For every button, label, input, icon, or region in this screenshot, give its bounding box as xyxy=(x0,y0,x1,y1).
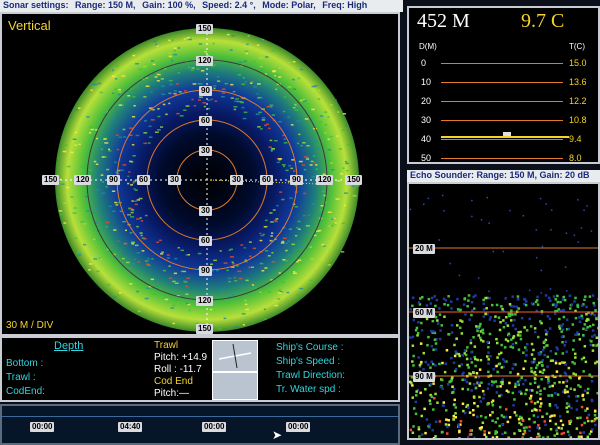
cursor-arrow-icon: ➤ xyxy=(272,428,283,442)
current-temperature: 9.7 C xyxy=(521,10,565,32)
tick-left-120: 120 xyxy=(74,175,92,185)
sonar-mode-title: Vertical xyxy=(8,18,51,33)
timeline-bar[interactable]: 00:00 04:40 00:00 00:00 ➤ xyxy=(0,404,400,445)
tick-right-90: 90 xyxy=(290,175,303,185)
tick-right-120: 120 xyxy=(316,175,334,185)
tick-top-30: 30 xyxy=(199,146,212,156)
codend-attitude-indicator xyxy=(212,372,258,400)
depth-row-value: 30 xyxy=(421,115,432,125)
ships-speed-label: Ship's Speed : xyxy=(276,356,341,367)
depth-row-value: 40 xyxy=(421,134,432,144)
tick-left-150: 150 xyxy=(42,175,60,185)
codend-title: Cod End xyxy=(154,376,193,387)
tick-right-60: 60 xyxy=(260,175,273,185)
depth-row-line xyxy=(441,82,563,83)
pitch-readout: Pitch: +14.9 xyxy=(154,352,207,363)
temperature-profile-line xyxy=(441,136,569,138)
depth-row-value: 50 xyxy=(421,153,432,163)
tick-left-30: 30 xyxy=(168,175,181,185)
depth-title: Depth xyxy=(54,340,84,352)
trawl-line xyxy=(206,179,321,185)
tick-right-150: 150 xyxy=(345,175,363,185)
pitch-value: +14.9 xyxy=(181,352,208,363)
echo-mark-20m: 20 M xyxy=(413,244,435,254)
codend-pitch: Pitch:— xyxy=(154,388,190,399)
tick-bottom-30: 30 xyxy=(199,206,212,216)
sonar-display xyxy=(55,28,360,332)
range-setting[interactable]: Range: 150 M, xyxy=(75,0,136,10)
depth-row-value: 20 xyxy=(421,96,432,106)
timeline-mark-3[interactable]: 00:00 xyxy=(202,422,227,432)
mode-setting[interactable]: Mode: Polar, xyxy=(262,0,316,10)
temperature-row-value: 15.0 xyxy=(569,58,587,68)
sonar-vertical-panel[interactable]: Vertical 30 M / DIV 150 120 90 60 30 30 … xyxy=(0,12,400,336)
trawl-title: Trawl xyxy=(154,340,179,351)
tick-top-90: 90 xyxy=(199,86,212,96)
trawl-depth-label: Trawl : xyxy=(6,372,36,383)
tick-top-120: 120 xyxy=(196,56,214,66)
current-depth: 452 M xyxy=(417,10,470,32)
codend-label: CodEnd: xyxy=(6,386,45,397)
sonar-settings-bar: Sonar settings: Range: 150 M, Gain: 100 … xyxy=(0,0,403,12)
temperature-unit-label: T(C) xyxy=(569,42,585,51)
trawl-direction-label: Trawl Direction: xyxy=(276,370,346,381)
timeline-mark-4[interactable]: 00:00 xyxy=(286,422,311,432)
roll-label: Roll : xyxy=(154,364,177,375)
tick-top-60: 60 xyxy=(199,116,212,126)
echo-mark-90m: 90 M xyxy=(413,372,435,382)
roll-readout: Roll : -11.7 xyxy=(154,364,202,375)
freq-setting[interactable]: Freq: High xyxy=(322,0,368,10)
bottom-label: Bottom : xyxy=(6,358,44,369)
info-panel: Depth Bottom : Trawl : CodEnd: Trawl Pit… xyxy=(0,336,400,402)
ships-course-label: Ship's Course : xyxy=(276,342,344,353)
sonar-scale-label: 30 M / DIV xyxy=(6,320,54,331)
tick-bottom-60: 60 xyxy=(199,236,212,246)
echo-mark-60m: 60 M xyxy=(413,308,435,318)
tick-left-60: 60 xyxy=(137,175,150,185)
depth-unit-label: D(M) xyxy=(419,42,437,51)
trawl-attitude-indicator xyxy=(212,340,258,372)
temperature-row-value: 13.6 xyxy=(569,77,587,87)
depth-temperature-panel: 452 M 9.7 C D(M) T(C) 0 15.0 10 13.6 20 12.2 3… xyxy=(407,6,600,164)
tick-left-90: 90 xyxy=(107,175,120,185)
speed-setting[interactable]: Speed: 2.4 °, xyxy=(202,0,256,10)
depth-row-line xyxy=(441,63,563,64)
temperature-row-value: 9.4 xyxy=(569,134,582,144)
echo-dots xyxy=(409,194,598,438)
temperature-row-value: 12.2 xyxy=(569,96,587,106)
depth-row-value: 0 xyxy=(421,58,427,68)
water-speed-label: Tr. Water spd : xyxy=(276,384,341,395)
temperature-row-value: 8.0 xyxy=(569,153,582,163)
trawl-depth-marker xyxy=(503,132,511,136)
echo-sounder-bar: Echo Sounder: Range: 150 M, Gain: 20 dB xyxy=(407,170,600,182)
depth-row-value: 10 xyxy=(421,77,432,87)
roll-value: -11.7 xyxy=(179,364,202,375)
depth-row-line xyxy=(441,120,563,121)
echo-sounder-panel[interactable]: 20 M 60 M 90 M xyxy=(407,182,600,440)
sonar-settings-label: Sonar settings: xyxy=(3,0,69,10)
tick-bottom-150: 150 xyxy=(196,324,214,334)
tick-bottom-120: 120 xyxy=(196,296,214,306)
echo-display xyxy=(409,194,598,438)
tick-right-30: 30 xyxy=(230,175,243,185)
gain-setting[interactable]: Gain: 100 %, xyxy=(142,0,196,10)
depth-row-line xyxy=(441,139,563,140)
timeline-mark-2[interactable]: 04:40 xyxy=(118,422,143,432)
depth-row-line xyxy=(441,101,563,102)
depth-row-line xyxy=(441,158,563,159)
timeline-mark-1[interactable]: 00:00 xyxy=(30,422,55,432)
pitch-label: Pitch: xyxy=(154,352,180,363)
tick-bottom-90: 90 xyxy=(199,266,212,276)
tick-top-150: 150 xyxy=(196,24,214,34)
temperature-row-value: 10.8 xyxy=(569,115,587,125)
